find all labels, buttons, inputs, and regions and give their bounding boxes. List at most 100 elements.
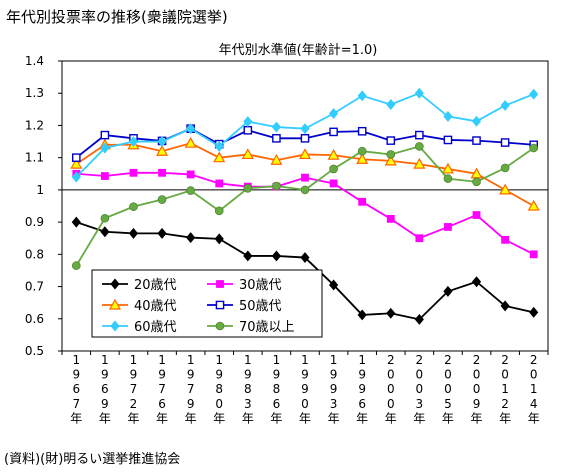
y-axis: 0.5 0.6 0.7 0.8 0.9 1 1.1 1.2 1.3 1.4 (25, 54, 62, 358)
legend-swatch-marker (110, 320, 120, 332)
y-tick-label: 0.9 (25, 215, 44, 229)
data-point (386, 150, 396, 159)
data-point (300, 252, 310, 264)
legend-label: 60歳代 (134, 320, 177, 335)
data-point (301, 173, 309, 182)
data-point (71, 216, 81, 228)
data-point (471, 115, 482, 127)
legend-label: 20歳代 (134, 278, 177, 293)
data-point (214, 140, 224, 152)
data-point (300, 185, 310, 195)
legend-label: 30歳代 (239, 278, 282, 293)
data-point (499, 183, 512, 195)
x-axis: 1 9 6 7 年 1 9 6 9 年 1 9 7 2 年 1 9 7 6 年 1 9 7 9 年 1 9 8 0 年 1 9 8 3 年 1 9 8 6 年… (61, 351, 549, 425)
y-tick-label: 0.5 (25, 344, 44, 358)
data-point (472, 211, 481, 219)
data-point (529, 88, 539, 100)
data-point (443, 285, 453, 297)
source-note: (資料)(財)明るい選挙推進協会 (4, 452, 181, 467)
series-5 (71, 87, 539, 183)
plot-area-frame (61, 60, 549, 352)
data-point (500, 300, 510, 312)
data-point (214, 206, 224, 216)
data-point (157, 195, 167, 204)
data-point (157, 227, 167, 239)
data-point (215, 179, 224, 188)
legend-swatch-marker (108, 298, 122, 310)
legend-item: 60歳代 (102, 320, 177, 335)
data-point (213, 151, 226, 163)
legend: 20歳代 30歳代 40歳代 50歳代 60歳代 70歳以上 (91, 269, 323, 338)
legend-item: 40歳代 (102, 298, 177, 314)
data-point (157, 136, 167, 148)
data-point (71, 261, 81, 270)
data-point (500, 163, 510, 173)
data-point (529, 250, 538, 259)
legend-item: 20歳代 (102, 278, 177, 293)
legend-swatch-marker (110, 278, 120, 290)
data-point (243, 250, 253, 262)
data-point (529, 306, 539, 318)
data-point (70, 157, 83, 169)
series-line (76, 171, 535, 256)
legend-item: 70歳以上 (207, 320, 295, 335)
data-point (444, 223, 452, 231)
legend-label: 40歳代 (134, 299, 177, 314)
data-point (158, 168, 166, 177)
data-point (300, 134, 310, 143)
data-point (243, 125, 253, 135)
data-point (471, 276, 482, 288)
data-point (243, 116, 253, 128)
data-point (272, 181, 281, 191)
data-point (271, 121, 282, 133)
data-point (384, 154, 397, 166)
data-point (128, 227, 139, 239)
data-point (443, 110, 453, 122)
data-point (443, 135, 453, 145)
data-point (357, 309, 367, 321)
legend-label: 50歳代 (239, 299, 282, 314)
data-point (527, 199, 540, 211)
data-point (100, 172, 109, 180)
data-point (241, 148, 254, 160)
data-point (129, 202, 138, 211)
data-point (300, 123, 310, 135)
data-point (386, 99, 396, 110)
data-point (441, 162, 454, 174)
data-point (358, 197, 367, 206)
legend-swatch-marker (215, 300, 225, 310)
data-point (298, 148, 312, 160)
data-point (270, 154, 283, 165)
data-point (100, 213, 110, 223)
data-point (186, 232, 196, 244)
legend-item: 30歳代 (207, 278, 282, 293)
data-point (357, 90, 367, 102)
data-point (472, 136, 481, 145)
data-point (414, 313, 424, 325)
legend-swatch-marker (216, 280, 224, 288)
data-point (414, 87, 424, 99)
data-point (156, 144, 169, 156)
series-line (75, 145, 535, 267)
data-point (356, 153, 369, 164)
data-point (271, 250, 282, 262)
chart-title: 年代別水準値(年齢計=1.0) (219, 42, 378, 58)
data-point (500, 138, 510, 147)
y-tick-label: 0.8 (25, 247, 44, 261)
data-point (186, 123, 196, 135)
data-point (386, 136, 396, 145)
